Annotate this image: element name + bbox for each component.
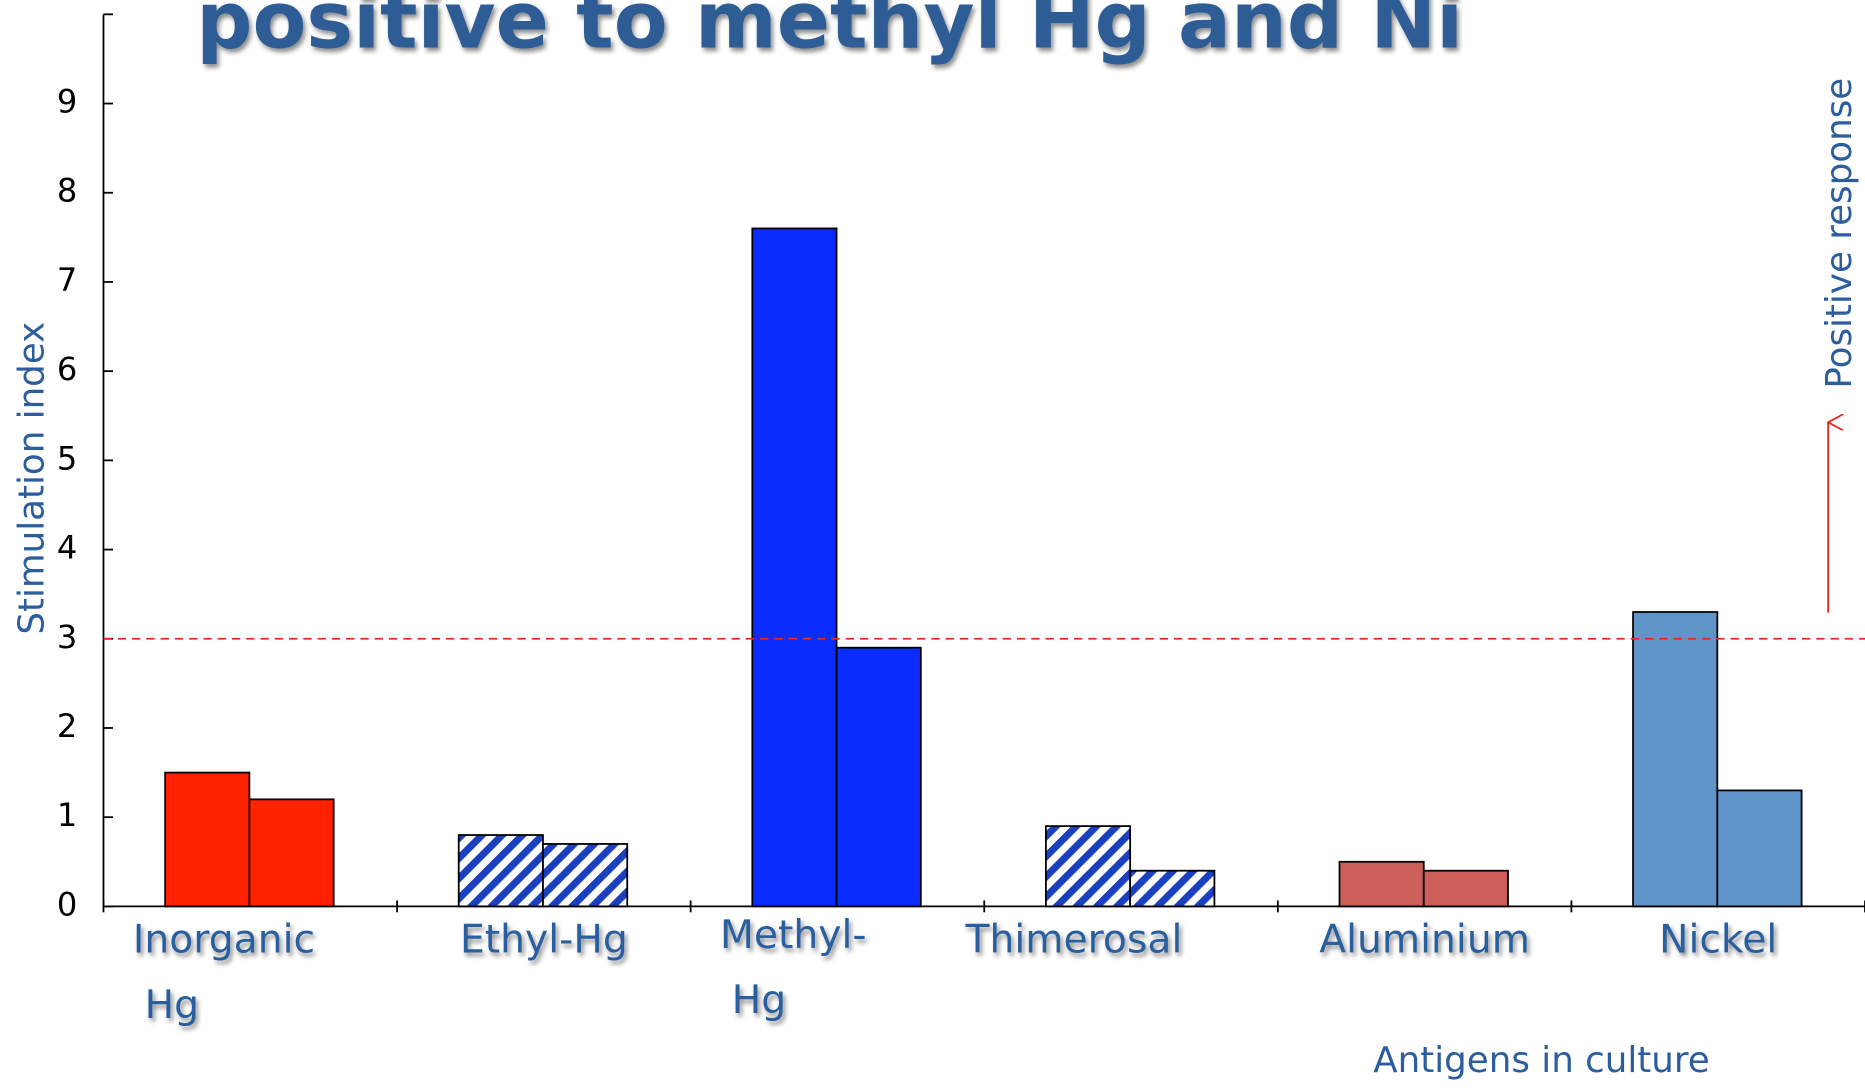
y-tick-label: 7 bbox=[57, 261, 77, 299]
bar bbox=[1716, 789, 1803, 908]
y-tick-label: 3 bbox=[57, 618, 77, 656]
bar bbox=[835, 646, 922, 908]
x-tick-label: Inorganic bbox=[133, 918, 315, 963]
annotation: Positive response bbox=[1819, 78, 1860, 389]
y-tick-label: 9 bbox=[57, 83, 77, 121]
bar bbox=[1045, 825, 1132, 908]
y-tick-label: 0 bbox=[57, 885, 77, 923]
bar bbox=[1338, 860, 1425, 908]
bar bbox=[164, 771, 251, 908]
y-tick-label: 6 bbox=[57, 350, 77, 388]
x-tick-label: Hg bbox=[145, 983, 199, 1028]
x-tick-label: Methyl- bbox=[720, 913, 867, 958]
bar bbox=[457, 834, 544, 908]
bar bbox=[542, 843, 629, 908]
chart-title: positive to methyl Hg and Ni bbox=[196, 0, 1463, 67]
bar bbox=[1632, 611, 1719, 908]
x-tick-label: Aluminium bbox=[1319, 918, 1530, 963]
y-axis-title: Stimulation index bbox=[11, 322, 52, 635]
x-tick-label: Nickel bbox=[1659, 918, 1777, 963]
x-tick-label: Thimerosal bbox=[965, 918, 1183, 963]
x-tick-label: Ethyl-Hg bbox=[460, 918, 628, 963]
y-tick-label: 2 bbox=[57, 707, 77, 745]
bar bbox=[1129, 869, 1216, 908]
y-tick-label: 8 bbox=[57, 172, 77, 210]
y-tick-label: 5 bbox=[57, 439, 77, 477]
bar bbox=[1422, 869, 1509, 908]
bar bbox=[751, 227, 838, 908]
bar bbox=[248, 798, 335, 908]
y-tick-label: 1 bbox=[57, 796, 77, 834]
x-tick-label: Hg bbox=[732, 978, 786, 1023]
x-axis-title: Antigens in culture bbox=[1373, 1040, 1709, 1081]
y-tick-label: 4 bbox=[57, 529, 77, 567]
